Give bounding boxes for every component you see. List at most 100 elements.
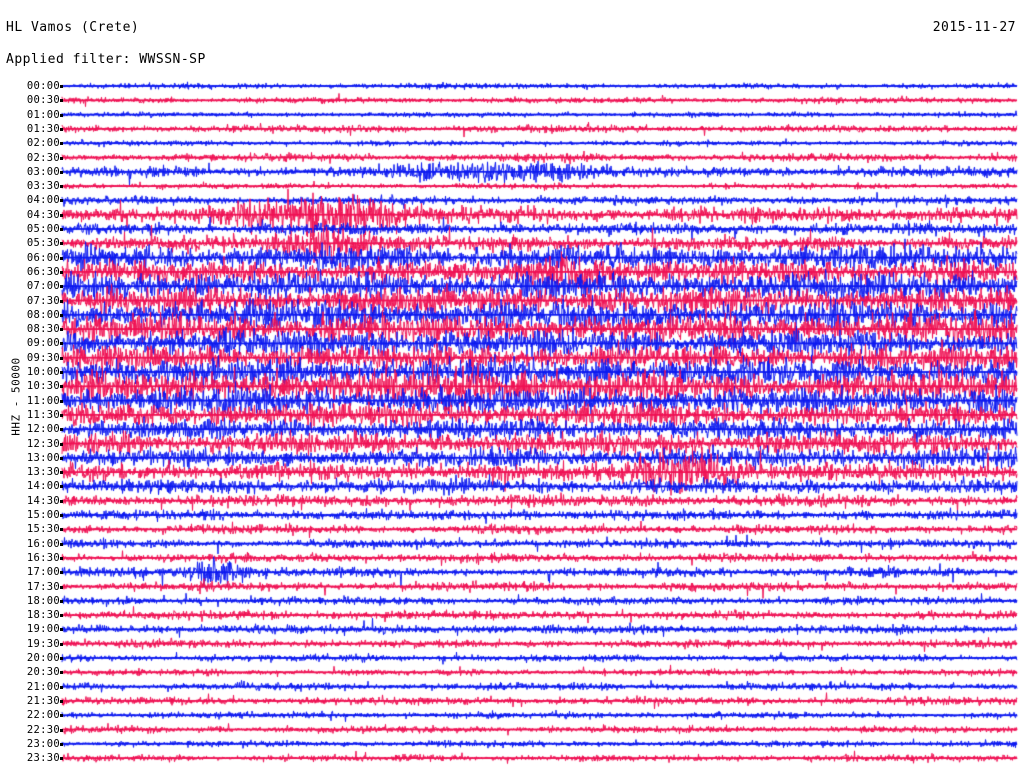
time-axis-label: 21:00 xyxy=(26,680,60,693)
time-axis-label: 08:30 xyxy=(26,323,60,336)
time-axis-tick xyxy=(60,528,63,532)
time-axis-label: 21:30 xyxy=(26,694,60,707)
time-axis-tick xyxy=(60,228,63,231)
time-axis-tick xyxy=(60,213,63,217)
time-axis-tick xyxy=(60,714,63,718)
helicorder-plot: 00:00 00:30 01:00 01:30 02:00 02:30 03:00 03:30… xyxy=(0,78,1024,778)
time-axis-label: 13:30 xyxy=(26,466,60,479)
time-axis-label: 22:00 xyxy=(26,709,60,722)
time-axis-tick xyxy=(60,728,63,732)
time-axis-tick xyxy=(60,671,63,675)
record-date: 2015-11-27 xyxy=(932,20,1016,35)
time-axis-label: 17:00 xyxy=(26,566,60,579)
time-axis-label: 19:30 xyxy=(26,637,60,650)
time-axis-tick xyxy=(60,757,63,761)
time-axis-label: 16:30 xyxy=(26,551,60,564)
time-axis-tick xyxy=(60,413,63,417)
time-axis-label: 23:30 xyxy=(26,752,60,765)
filter-label: Applied filter: WWSSN-SP xyxy=(6,52,206,67)
page-title: HL Vamos (Crete) xyxy=(6,20,140,35)
time-axis-tick xyxy=(60,699,63,703)
time-axis-tick xyxy=(60,285,63,289)
time-axis-tick xyxy=(60,199,63,203)
time-axis-tick xyxy=(60,556,63,560)
time-axis-tick xyxy=(60,614,63,618)
time-axis-label: 11:30 xyxy=(26,408,60,421)
time-axis-tick xyxy=(60,471,63,475)
time-axis-tick xyxy=(60,99,63,103)
time-axis-label: 08:00 xyxy=(26,308,60,321)
time-axis-tick xyxy=(60,185,63,189)
time-axis-label: 20:00 xyxy=(26,652,60,664)
time-axis-tick xyxy=(60,127,63,131)
time-axis-tick xyxy=(60,585,63,589)
time-axis-tick xyxy=(60,313,63,317)
time-axis-label: 07:00 xyxy=(26,280,60,293)
time-axis-tick xyxy=(60,499,63,503)
time-axis-label: 04:00 xyxy=(26,194,60,207)
time-axis-label: 20:30 xyxy=(26,666,60,679)
time-axis-tick xyxy=(60,385,63,389)
time-axis-tick xyxy=(60,85,63,88)
time-axis-tick xyxy=(60,742,63,746)
time-axis-label: 06:00 xyxy=(26,251,60,264)
seismogram-traces xyxy=(0,78,1024,778)
time-axis-label: 01:00 xyxy=(26,108,60,121)
time-axis-tick xyxy=(60,456,63,460)
time-axis-tick xyxy=(60,657,63,660)
time-axis-label: 02:00 xyxy=(26,137,60,150)
time-axis-label: 18:30 xyxy=(26,609,60,622)
time-axis-tick xyxy=(60,428,63,432)
time-axis-tick xyxy=(60,156,63,160)
time-axis-tick xyxy=(60,142,63,146)
time-axis-tick xyxy=(60,599,63,603)
time-axis-label: 00:30 xyxy=(26,94,60,107)
time-axis-label: 10:30 xyxy=(26,380,60,393)
time-axis-label: 15:00 xyxy=(26,509,60,521)
time-axis-label: 00:00 xyxy=(26,80,60,92)
time-axis-tick xyxy=(60,642,63,646)
time-axis-tick xyxy=(60,299,63,303)
time-axis-label: 23:00 xyxy=(26,737,60,750)
time-axis-label: 16:00 xyxy=(26,537,60,550)
time-axis-tick xyxy=(60,113,63,117)
time-axis-label: 15:30 xyxy=(26,523,60,536)
time-axis-label: 02:30 xyxy=(26,151,60,164)
time-axis-label: 14:30 xyxy=(26,494,60,507)
time-axis-label: 11:00 xyxy=(26,394,60,407)
time-axis-tick xyxy=(60,442,63,446)
time-axis-tick xyxy=(60,371,63,374)
time-axis-tick xyxy=(60,685,63,689)
time-axis-label: 19:00 xyxy=(26,623,60,636)
time-axis-label: 06:30 xyxy=(26,265,60,278)
time-axis-tick xyxy=(60,256,63,260)
time-axis-tick xyxy=(60,328,63,332)
time-axis-label: 05:30 xyxy=(26,237,60,250)
time-axis-label: 13:00 xyxy=(26,451,60,464)
time-axis-label: 03:00 xyxy=(26,165,60,178)
time-axis-tick xyxy=(60,399,63,403)
time-axis-tick xyxy=(60,628,63,632)
time-axis-label: 04:30 xyxy=(26,208,60,221)
time-axis-tick xyxy=(60,571,63,575)
time-axis-tick xyxy=(60,485,63,489)
time-axis-tick xyxy=(60,356,63,360)
time-axis-label: 18:00 xyxy=(26,594,60,607)
time-axis-tick xyxy=(60,270,63,274)
time-axis-tick xyxy=(60,514,63,517)
time-axis-label: 17:30 xyxy=(26,580,60,593)
time-axis-label: 22:30 xyxy=(26,723,60,736)
time-axis-label: 05:00 xyxy=(26,223,60,235)
time-axis-label: 14:00 xyxy=(26,480,60,493)
time-axis-label: 12:30 xyxy=(26,437,60,450)
time-axis-label: 09:00 xyxy=(26,337,60,350)
time-axis-label: 03:30 xyxy=(26,180,60,193)
time-axis-label: 12:00 xyxy=(26,423,60,436)
time-axis-tick xyxy=(60,542,63,546)
time-axis-tick xyxy=(60,342,63,346)
time-axis-tick xyxy=(60,242,63,246)
time-axis-label: 01:30 xyxy=(26,122,60,135)
time-axis-tick xyxy=(60,170,63,174)
time-axis-label: 07:30 xyxy=(26,294,60,307)
